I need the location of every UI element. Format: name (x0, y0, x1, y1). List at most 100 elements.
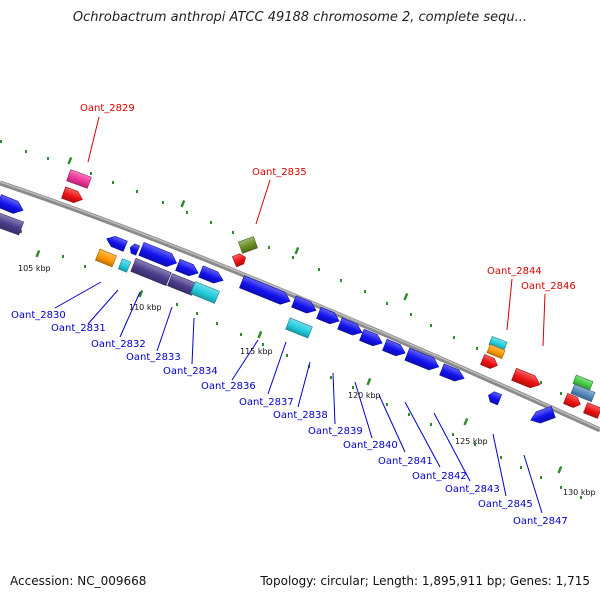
tick-dot (84, 265, 86, 268)
lower-label-leader (156, 306, 173, 352)
lower-label-leader (119, 291, 141, 338)
upper-gene-label[interactable]: Oant_2844 (487, 266, 542, 277)
upper-label-leader (87, 116, 100, 163)
tick-major (180, 199, 186, 208)
tick-dot (452, 433, 454, 436)
gene-feature (117, 258, 132, 273)
lower-label-leader (433, 412, 471, 482)
tick-dot (232, 231, 234, 234)
gene-feature (239, 275, 291, 305)
tick-dot (340, 279, 342, 282)
gene-feature (198, 265, 224, 284)
gene-feature (175, 258, 199, 277)
gene-feature (129, 243, 140, 256)
lower-label-leader (231, 339, 259, 381)
tick-major (463, 418, 469, 426)
gene-feature (95, 248, 117, 268)
gene-feature (238, 236, 258, 254)
lower-gene-label[interactable]: Oant_2832 (91, 339, 146, 350)
gene-feature (382, 338, 406, 357)
gene-feature (106, 235, 128, 252)
tick-dot (476, 347, 478, 350)
tick-dot (408, 413, 410, 416)
tick-major (67, 157, 73, 165)
gene-feature (66, 169, 92, 189)
tick-dot (500, 456, 502, 459)
gene-feature (583, 402, 600, 419)
gene-feature (439, 363, 465, 382)
lower-gene-label[interactable]: Oant_2847 (513, 516, 568, 527)
lower-gene-label[interactable]: Oant_2831 (51, 323, 106, 334)
tick-dot (286, 354, 288, 357)
upper-gene-label[interactable]: Oant_2846 (521, 281, 576, 292)
lower-gene-label[interactable]: Oant_2841 (378, 456, 433, 467)
gene-feature (231, 253, 246, 268)
gene-feature (316, 306, 340, 325)
upper-gene-label[interactable]: Oant_2835 (252, 167, 307, 178)
gene-feature (480, 354, 498, 369)
tick-dot (364, 290, 366, 293)
tick-major (138, 290, 144, 298)
gene-feature (511, 367, 541, 389)
gene-feature (190, 281, 220, 304)
lower-gene-label[interactable]: Oant_2838 (273, 410, 328, 421)
lower-label-leader (404, 401, 441, 468)
tick-dot (162, 201, 164, 204)
kbp-label: 115 kbp (240, 347, 273, 356)
tick-dot (47, 157, 49, 160)
tick-dot (196, 312, 198, 315)
gene-feature (563, 393, 581, 408)
gene-labels: Oant_2829 Oant_2835 Oant_2844 Oant_2846 Oant… (11, 103, 596, 527)
lower-gene-label[interactable]: Oant_2845 (478, 499, 533, 510)
lower-label-leader (332, 372, 336, 425)
lower-gene-label[interactable]: Oant_2833 (126, 352, 181, 363)
gene-feature (0, 194, 24, 214)
gene-feature (167, 273, 197, 296)
lower-gene-label[interactable]: Oant_2834 (163, 366, 218, 377)
gene-feature (337, 317, 363, 336)
tick-dot (560, 392, 562, 395)
tick-dot (216, 322, 218, 325)
tick-dot (410, 313, 412, 316)
kbp-label: 105 kbp (18, 264, 51, 273)
gene-feature (138, 242, 178, 267)
map-title: Ochrobactrum anthropi ATCC 49188 chromos… (72, 10, 528, 25)
lower-gene-label[interactable]: Oant_2840 (343, 440, 398, 451)
lower-gene-label[interactable]: Oant_2836 (201, 381, 256, 392)
tick-dot (386, 403, 388, 406)
lower-gene-label[interactable]: Oant_2843 (445, 484, 500, 495)
tick-major (35, 250, 41, 258)
gene-feature (291, 295, 317, 314)
upper-gene-label[interactable]: Oant_2829 (80, 103, 135, 114)
tick-dot (62, 255, 64, 258)
lower-label-leader (492, 433, 507, 497)
tick-marks (0, 140, 582, 499)
upper-label-leader (506, 278, 513, 331)
tick-major (294, 247, 300, 255)
tick-dot (20, 230, 22, 233)
tick-dot (176, 303, 178, 306)
upper-label-leader (255, 179, 271, 225)
genome-summary-text: Topology: circular; Length: 1,895,911 bp… (260, 574, 590, 588)
lower-gene-label[interactable]: Oant_2842 (412, 471, 467, 482)
lower-gene-label[interactable]: Oant_2830 (11, 310, 66, 321)
accession-text: Accession: NC_009668 (10, 574, 147, 588)
gene-features (0, 169, 600, 424)
tick-dot (430, 324, 432, 327)
tick-dot (520, 466, 522, 469)
lower-gene-label[interactable]: Oant_2839 (308, 426, 363, 437)
tick-dot (474, 443, 476, 446)
lower-label-leader (87, 289, 119, 325)
tick-dot (386, 302, 388, 305)
tick-dot (580, 496, 582, 499)
gene-feature (570, 383, 596, 403)
tick-dot (560, 486, 562, 489)
gene-feature (488, 391, 503, 406)
tick-major (366, 378, 372, 386)
lower-label-leader (354, 381, 373, 439)
lower-gene-label[interactable]: Oant_2837 (239, 397, 294, 408)
kbp-label: 110 kbp (129, 303, 162, 312)
label-leader-lines (54, 116, 546, 514)
gene-feature (359, 328, 383, 347)
